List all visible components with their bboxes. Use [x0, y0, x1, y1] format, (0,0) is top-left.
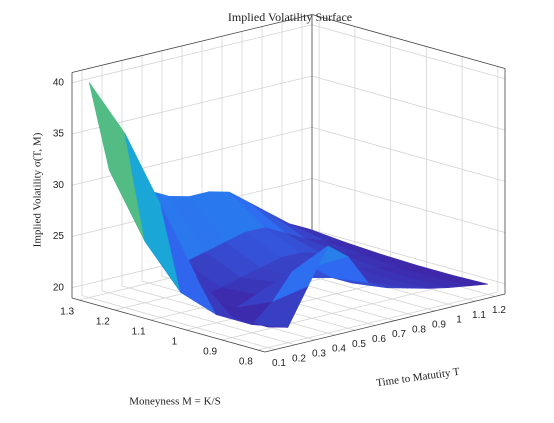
z-tick-label: 30	[53, 180, 65, 191]
y-tick-label: 1.2	[96, 317, 110, 328]
grid-line	[311, 75, 506, 131]
x-axis-label: Time to Matutity T	[375, 366, 460, 390]
x-tick-label: 1.1	[472, 310, 486, 321]
y-tick-label: 0.9	[203, 347, 217, 358]
axis-edge	[311, 14, 506, 69]
z-tick-label: 40	[53, 77, 65, 88]
x-tick-label: 0.9	[432, 320, 446, 331]
x-tick-label: 0.7	[392, 329, 406, 340]
z-tick-label: 35	[53, 129, 65, 140]
axis-edge	[71, 297, 266, 353]
z-axis-label: Implied Volatility σ(T, M)	[32, 132, 44, 247]
y-tick-label: 0.8	[239, 357, 253, 368]
x-tick-label: 0.1	[272, 358, 286, 369]
surface-patch	[232, 316, 288, 328]
y-tick-label: 1	[172, 337, 178, 348]
axis-edge	[264, 293, 506, 353]
grid-line	[311, 24, 506, 80]
y-tick-label: 1.1	[132, 327, 146, 338]
grid-line	[257, 291, 498, 351]
x-tick-label: 0.5	[352, 339, 366, 350]
grid-line	[311, 229, 506, 285]
grid-line	[222, 281, 463, 341]
plot: 20 25 30 35 40 0.8 0.9 1 1.1 1.2 1.3 0.1 0.2 0.3 0.4 0.…	[53, 14, 506, 369]
z-tick-label: 25	[53, 231, 65, 242]
grid-line	[71, 24, 313, 84]
grid-line	[311, 126, 506, 182]
x-tick-label: 0.2	[292, 353, 306, 364]
y-axis-label: Moneyness M = K/S	[129, 396, 220, 408]
x-tick-label: 0.6	[372, 334, 386, 345]
grid-line	[101, 290, 296, 346]
grid-line	[311, 178, 506, 233]
y-tick-label: 1.3	[60, 307, 74, 318]
z-tick-label: 20	[53, 282, 65, 293]
grid-line	[81, 295, 276, 350]
axis-edge	[71, 14, 313, 73]
chart-title: Implied Volatility Surface	[228, 10, 352, 24]
x-tick-label: 0.8	[412, 324, 426, 335]
x-tick-label: 1.2	[492, 305, 506, 316]
x-tick-label: 0.3	[312, 349, 326, 360]
x-tick-label: 1	[456, 315, 462, 326]
x-tick-label: 0.4	[332, 344, 346, 355]
